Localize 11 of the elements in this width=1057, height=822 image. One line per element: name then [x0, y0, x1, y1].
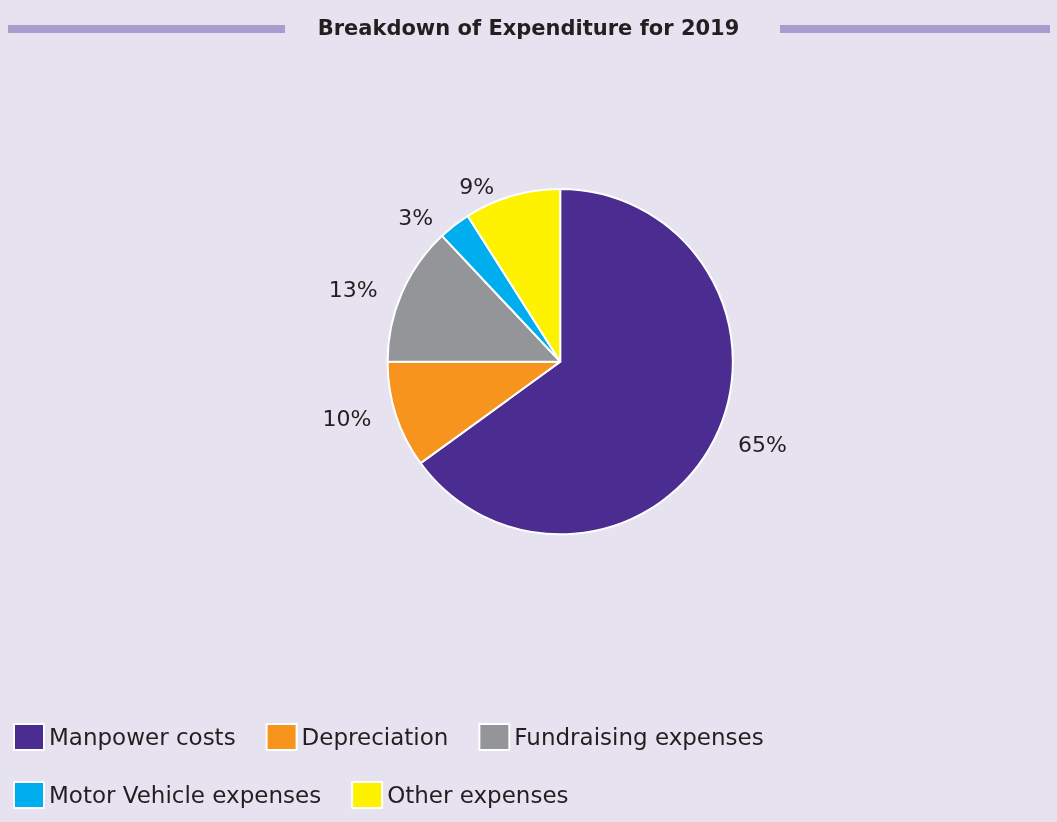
legend-label: Fundraising expenses [514, 724, 764, 750]
data-label: 65% [737, 432, 787, 458]
data-label: 13% [328, 276, 378, 302]
legend-label: Motor Vehicle expenses [49, 782, 322, 808]
legend-label: Depreciation [301, 724, 449, 750]
chart-title: Breakdown of Expenditure for 2019 [317, 15, 740, 40]
legend-label: Other expenses [387, 782, 569, 808]
data-label: 10% [322, 405, 372, 431]
data-label: 9% [459, 173, 495, 199]
legend-label: Manpower costs [49, 724, 236, 750]
data-label: 3% [398, 204, 434, 230]
